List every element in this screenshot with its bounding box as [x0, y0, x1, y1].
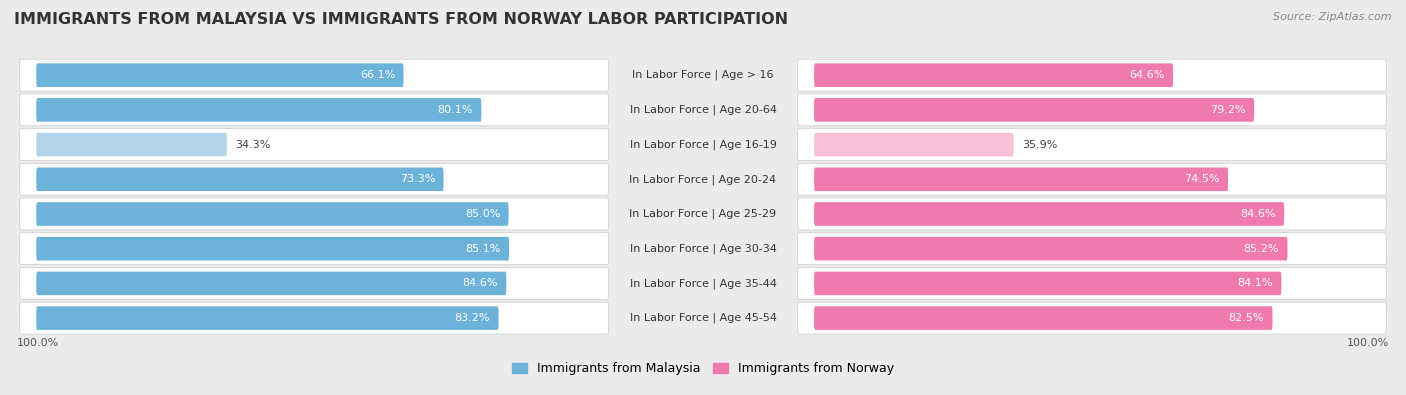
Text: 82.5%: 82.5%	[1229, 313, 1264, 323]
FancyBboxPatch shape	[37, 272, 506, 295]
FancyBboxPatch shape	[20, 94, 609, 126]
FancyBboxPatch shape	[814, 237, 1288, 260]
Text: 80.1%: 80.1%	[437, 105, 472, 115]
Text: In Labor Force | Age 25-29: In Labor Force | Age 25-29	[630, 209, 776, 219]
FancyBboxPatch shape	[797, 129, 1386, 160]
FancyBboxPatch shape	[797, 302, 1386, 334]
FancyBboxPatch shape	[814, 272, 1281, 295]
Text: 100.0%: 100.0%	[17, 338, 59, 348]
Text: 73.3%: 73.3%	[399, 174, 436, 184]
FancyBboxPatch shape	[797, 198, 1386, 230]
Text: 66.1%: 66.1%	[360, 70, 395, 80]
FancyBboxPatch shape	[20, 129, 609, 160]
Text: 64.6%: 64.6%	[1129, 70, 1164, 80]
FancyBboxPatch shape	[20, 267, 609, 299]
Text: 85.1%: 85.1%	[465, 244, 501, 254]
FancyBboxPatch shape	[20, 233, 609, 265]
Text: 34.3%: 34.3%	[235, 139, 270, 150]
FancyBboxPatch shape	[37, 98, 481, 122]
Text: 85.2%: 85.2%	[1244, 244, 1279, 254]
FancyBboxPatch shape	[797, 163, 1386, 195]
Text: 84.1%: 84.1%	[1237, 278, 1272, 288]
Text: 83.2%: 83.2%	[454, 313, 491, 323]
Text: 84.6%: 84.6%	[1240, 209, 1275, 219]
FancyBboxPatch shape	[797, 233, 1386, 265]
FancyBboxPatch shape	[814, 133, 1014, 156]
FancyBboxPatch shape	[37, 237, 509, 260]
FancyBboxPatch shape	[20, 198, 609, 230]
Text: In Labor Force | Age 45-54: In Labor Force | Age 45-54	[630, 313, 776, 324]
Text: 79.2%: 79.2%	[1211, 105, 1246, 115]
FancyBboxPatch shape	[814, 306, 1272, 330]
Text: In Labor Force | Age 30-34: In Labor Force | Age 30-34	[630, 243, 776, 254]
FancyBboxPatch shape	[37, 133, 226, 156]
FancyBboxPatch shape	[814, 98, 1254, 122]
Text: In Labor Force | Age > 16: In Labor Force | Age > 16	[633, 70, 773, 81]
Text: 74.5%: 74.5%	[1184, 174, 1220, 184]
FancyBboxPatch shape	[37, 202, 509, 226]
FancyBboxPatch shape	[37, 63, 404, 87]
FancyBboxPatch shape	[814, 167, 1227, 191]
FancyBboxPatch shape	[20, 302, 609, 334]
Legend: Immigrants from Malaysia, Immigrants from Norway: Immigrants from Malaysia, Immigrants fro…	[508, 357, 898, 380]
Text: Source: ZipAtlas.com: Source: ZipAtlas.com	[1274, 12, 1392, 22]
FancyBboxPatch shape	[797, 94, 1386, 126]
Text: In Labor Force | Age 16-19: In Labor Force | Age 16-19	[630, 139, 776, 150]
FancyBboxPatch shape	[20, 59, 609, 91]
FancyBboxPatch shape	[37, 306, 499, 330]
Text: IMMIGRANTS FROM MALAYSIA VS IMMIGRANTS FROM NORWAY LABOR PARTICIPATION: IMMIGRANTS FROM MALAYSIA VS IMMIGRANTS F…	[14, 12, 789, 27]
FancyBboxPatch shape	[797, 59, 1386, 91]
Text: 35.9%: 35.9%	[1022, 139, 1057, 150]
Text: 100.0%: 100.0%	[1347, 338, 1389, 348]
FancyBboxPatch shape	[37, 167, 443, 191]
Text: In Labor Force | Age 35-44: In Labor Force | Age 35-44	[630, 278, 776, 289]
Text: 85.0%: 85.0%	[465, 209, 501, 219]
Text: 84.6%: 84.6%	[463, 278, 498, 288]
FancyBboxPatch shape	[20, 163, 609, 195]
FancyBboxPatch shape	[814, 202, 1284, 226]
Text: In Labor Force | Age 20-64: In Labor Force | Age 20-64	[630, 105, 776, 115]
FancyBboxPatch shape	[797, 267, 1386, 299]
FancyBboxPatch shape	[814, 63, 1173, 87]
Text: In Labor Force | Age 20-24: In Labor Force | Age 20-24	[630, 174, 776, 184]
